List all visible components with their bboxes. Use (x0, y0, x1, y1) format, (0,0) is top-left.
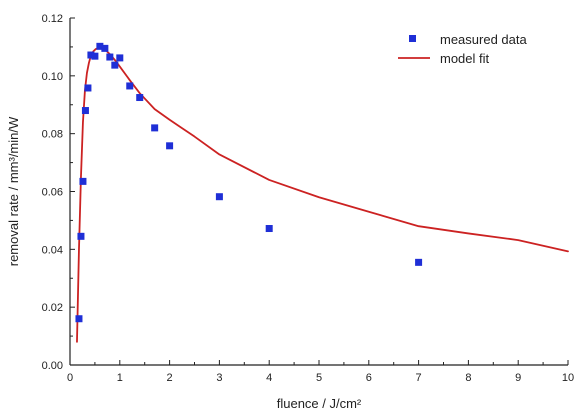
measured-point (79, 177, 87, 185)
x-tick-label: 6 (366, 372, 372, 384)
measured-point (81, 107, 89, 115)
measured-point (106, 53, 114, 61)
measured-point (77, 232, 85, 240)
x-tick-label: 5 (316, 372, 322, 384)
x-tick-label: 0 (67, 372, 73, 384)
measured-point (136, 94, 144, 102)
legend-measured-label: measured data (440, 32, 527, 47)
x-tick-label: 10 (562, 372, 574, 384)
x-tick-label: 9 (515, 372, 521, 384)
measured-point (91, 52, 99, 60)
measured-point (215, 193, 223, 201)
measured-point (87, 51, 95, 59)
plot-area (70, 18, 568, 365)
x-axis-title: fluence / J/cm² (277, 396, 362, 411)
y-tick-label: 0.04 (42, 244, 63, 256)
measured-point (75, 315, 83, 323)
measured-point (111, 61, 119, 69)
measured-point (415, 258, 423, 266)
y-tick-label: 0.10 (42, 71, 63, 83)
y-tick-label: 0.12 (42, 13, 63, 25)
measured-point (116, 54, 124, 62)
measured-point (126, 82, 134, 90)
x-tick-label: 4 (266, 372, 272, 384)
y-tick-label: 0.08 (42, 129, 63, 141)
measured-point (151, 124, 159, 132)
measured-point (96, 42, 104, 50)
measured-point (101, 44, 109, 52)
y-tick-label: 0.00 (42, 360, 63, 372)
y-axis-title: removal rate / mm³/min/W (6, 116, 21, 266)
x-tick-label: 1 (117, 372, 123, 384)
y-tick-label: 0.06 (42, 187, 63, 199)
legend-fit-label: model fit (440, 51, 490, 66)
model-fit-line (76, 46, 569, 343)
x-tick-label: 2 (167, 372, 173, 384)
measured-point (265, 225, 273, 233)
legend-measured-marker (409, 35, 416, 42)
measured-point (166, 142, 174, 150)
y-tick-label: 0.02 (42, 302, 63, 314)
x-tick-label: 3 (216, 372, 222, 384)
x-tick-label: 8 (465, 372, 471, 384)
x-tick-label: 7 (416, 372, 422, 384)
measured-point (84, 84, 92, 92)
